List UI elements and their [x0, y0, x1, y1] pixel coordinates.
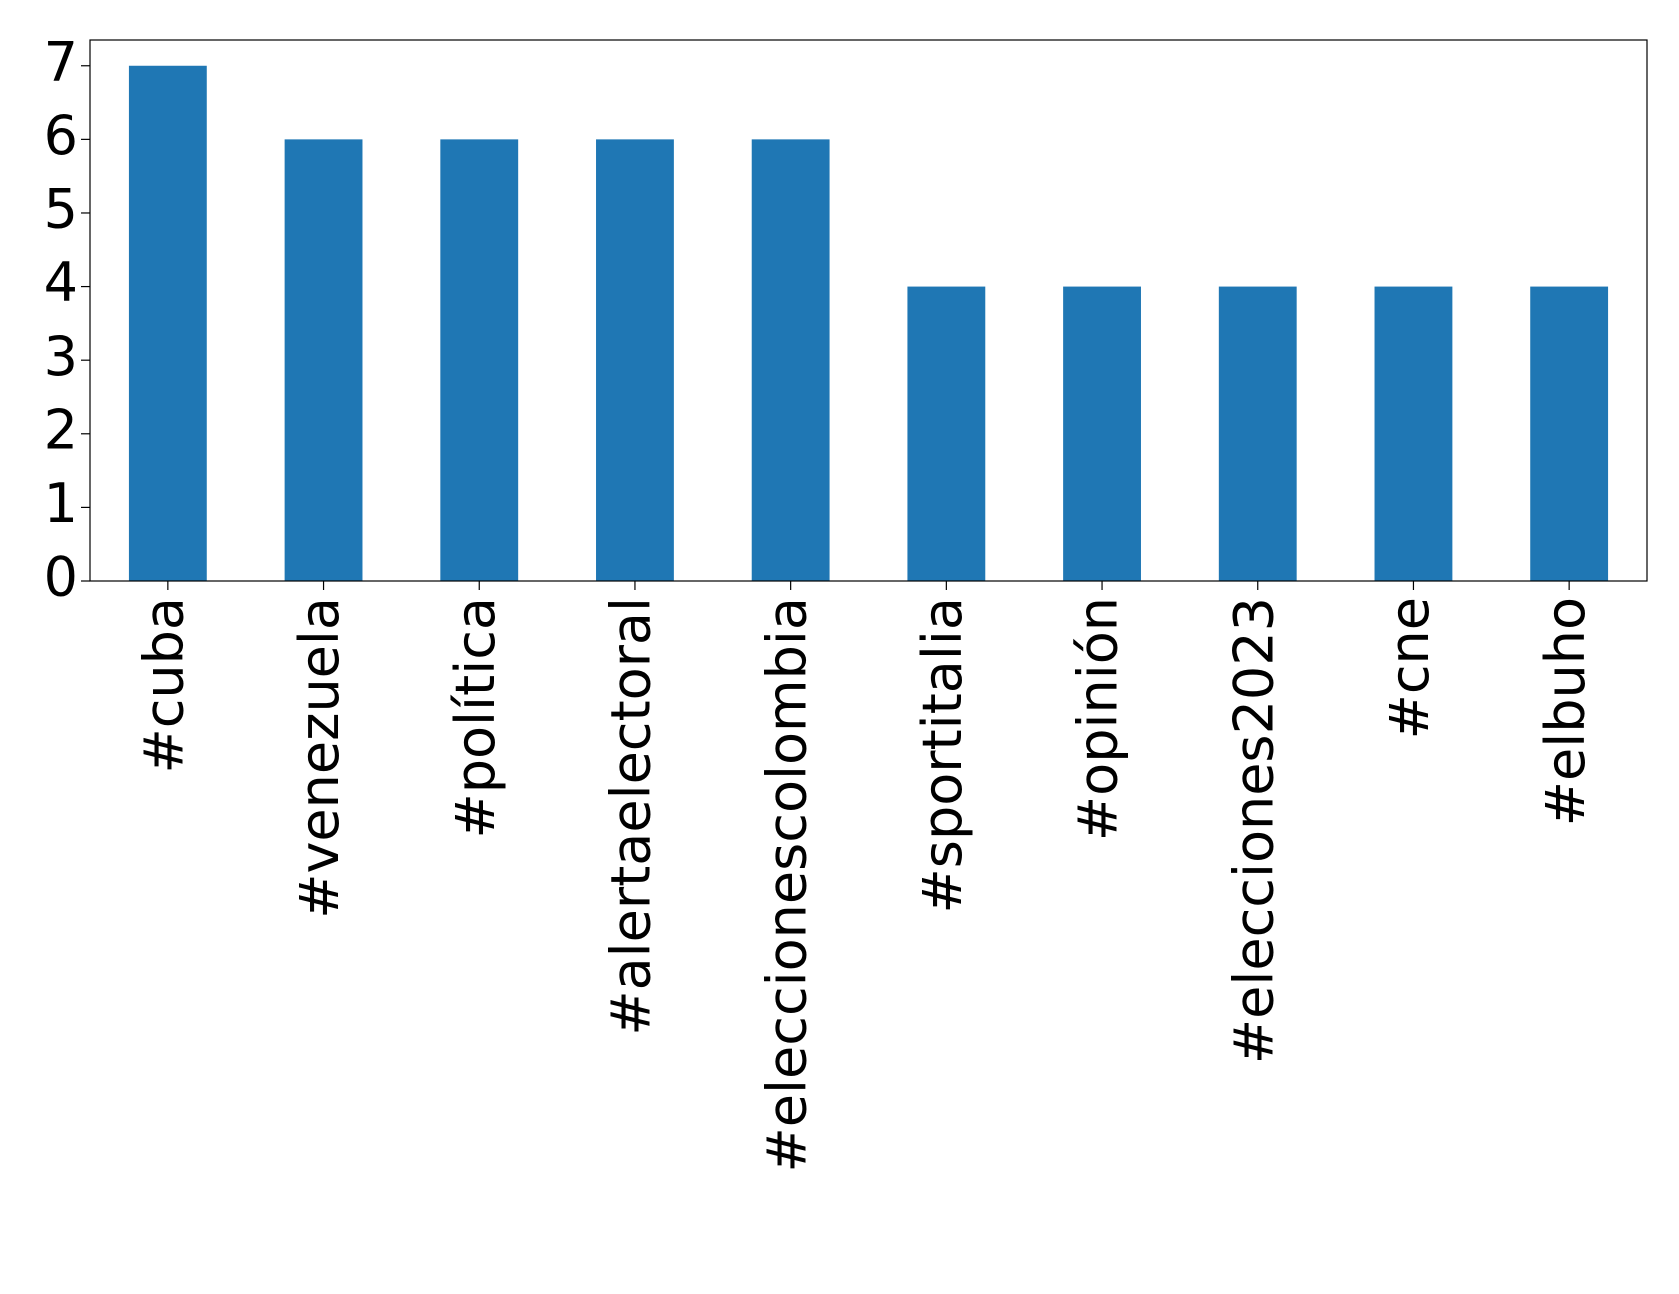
- x-tick-label: #sportitalia: [911, 597, 974, 913]
- bar: [1063, 286, 1141, 581]
- bar: [1218, 286, 1297, 581]
- x-tick-label: #venezuela: [288, 597, 351, 919]
- y-tick-label: 3: [44, 325, 78, 388]
- x-tick-label: #elecciones2023: [1222, 597, 1285, 1064]
- y-tick-label: 0: [44, 546, 78, 609]
- bar: [128, 65, 207, 581]
- x-tick-label: #eleccionescolombia: [755, 597, 818, 1172]
- bar: [907, 286, 986, 581]
- bar: [751, 139, 830, 581]
- y-tick-label: 2: [44, 398, 78, 461]
- bar: [1374, 286, 1453, 581]
- x-tick-label: #opinión: [1067, 597, 1130, 841]
- y-tick-label: 7: [44, 30, 78, 93]
- x-tick-label: #alertaelectoral: [600, 597, 663, 1036]
- x-tick-label: #elbuho: [1534, 597, 1597, 826]
- x-tick-label: #cuba: [132, 597, 195, 774]
- bar: [1530, 286, 1609, 581]
- x-tick-label: #política: [444, 597, 507, 839]
- plot-frame: [89, 39, 1648, 582]
- y-tick-label: 1: [44, 472, 78, 535]
- bar: [596, 139, 674, 581]
- bar: [284, 139, 363, 581]
- y-tick-label: 6: [44, 104, 78, 167]
- bar: [440, 139, 519, 581]
- y-tick-label: 4: [44, 251, 78, 314]
- y-tick-label: 5: [44, 178, 78, 241]
- x-tick-label: #cne: [1378, 597, 1441, 739]
